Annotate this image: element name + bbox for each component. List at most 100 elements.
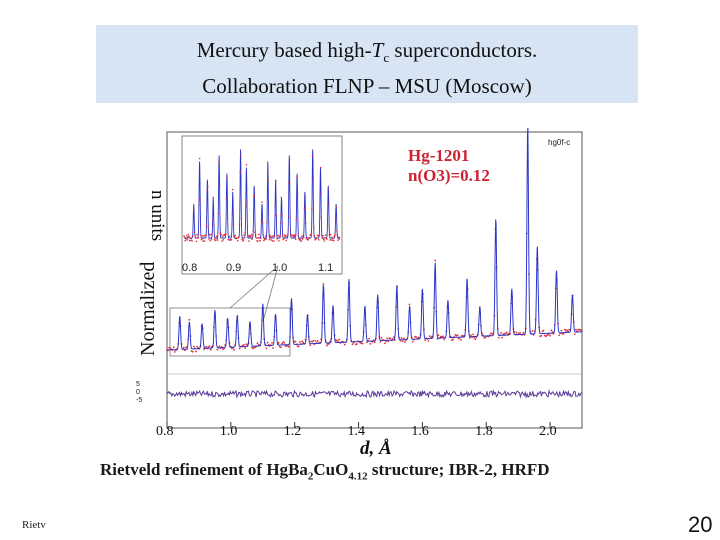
inset-observed-point <box>281 234 284 236</box>
observed-point <box>379 340 382 343</box>
diff-tick: -5 <box>136 397 142 404</box>
observed-point <box>392 336 395 338</box>
inset-observed-point <box>195 240 198 243</box>
observed-point <box>484 336 487 339</box>
inset-observed-point <box>324 237 326 239</box>
inset-observed-point <box>245 164 248 166</box>
inset-observed-point <box>194 234 196 237</box>
observed-point <box>460 339 462 341</box>
plot-frame <box>166 131 583 429</box>
observed-point <box>411 340 414 343</box>
inset-observed-point <box>328 234 331 236</box>
inset-observed-point <box>275 214 278 217</box>
inset-observed-point <box>236 239 239 242</box>
inset-observed-point <box>276 237 279 239</box>
observed-point <box>191 350 194 353</box>
observed-point <box>271 342 273 344</box>
inset-observed-point <box>329 233 332 236</box>
title-box: Mercury based high-Tc superconductors. C… <box>96 25 638 103</box>
page-number: 20 <box>688 512 713 537</box>
inset-observed-point <box>269 236 272 238</box>
observed-point <box>515 331 518 334</box>
inset-tick: 0.8 <box>182 262 197 274</box>
inset-observed-point <box>246 236 249 239</box>
observed-point <box>196 345 199 348</box>
inset-observed-point <box>271 240 274 242</box>
inset-observed-point <box>296 176 298 178</box>
inset-observed-point <box>238 223 241 225</box>
observed-point <box>369 343 372 345</box>
inset-observed-point <box>215 235 218 238</box>
inset-observed-point <box>261 221 264 224</box>
inset-observed-point <box>219 232 221 234</box>
observed-point <box>294 340 297 343</box>
observed-point <box>301 340 304 343</box>
observed-point <box>283 341 286 344</box>
inset-observed-point <box>197 237 200 239</box>
inset-observed-point <box>189 237 191 239</box>
inset-observed-point <box>279 222 282 224</box>
inset-observed-point <box>313 226 315 229</box>
inset-observed-point <box>187 233 190 236</box>
x-tick-label: 1.2 <box>284 424 302 438</box>
x-tick-label: 1.6 <box>411 424 429 438</box>
observed-point <box>563 328 566 331</box>
inset-observed-point <box>222 239 225 241</box>
inset-observed-point <box>208 233 211 236</box>
inset-observed-point <box>230 238 233 241</box>
observed-point <box>337 340 339 343</box>
observed-point <box>404 341 406 343</box>
inset-observed-point <box>256 240 259 243</box>
inset-observed-point <box>318 234 321 236</box>
inset-observed-point <box>195 237 197 239</box>
inset-observed-point <box>218 184 221 187</box>
inset-observed-point <box>228 238 230 241</box>
observed-point <box>184 349 186 352</box>
inset-observed-point <box>191 240 193 242</box>
observed-point <box>266 341 269 344</box>
observed-point <box>272 347 274 349</box>
inset-observed-point <box>308 237 311 239</box>
observed-point <box>238 347 241 350</box>
inset-tick: 1.1 <box>318 262 333 274</box>
inset-tick: 0.9 <box>226 262 241 274</box>
title-text: Mercury based high- <box>196 38 372 62</box>
inset-observed-point <box>268 229 270 232</box>
observed-point <box>474 338 477 341</box>
inset-observed-point <box>186 239 188 241</box>
observed-point <box>265 347 268 350</box>
observed-point <box>522 331 525 334</box>
observed-point <box>452 338 454 341</box>
observed-point <box>468 336 471 339</box>
inset-observed-point <box>336 233 339 236</box>
x-tick-label: 0.8 <box>156 424 174 438</box>
inset-observed-point <box>273 240 275 242</box>
inset-observed-point <box>254 231 256 234</box>
inset-observed-point <box>300 240 303 243</box>
inset-observed-point <box>210 238 213 240</box>
inset-observed-point <box>199 199 201 201</box>
observed-point <box>540 334 543 337</box>
observed-point <box>427 340 430 342</box>
inset-observed-point <box>288 181 290 184</box>
inset-observed-point <box>271 235 273 238</box>
inset-observed-point <box>287 228 289 231</box>
inset-observed-point <box>301 238 304 240</box>
observed-point <box>505 331 508 334</box>
inset-observed-point <box>184 239 186 242</box>
inset-observed-point <box>322 235 324 237</box>
inset-observed-point <box>210 234 212 236</box>
zoom-arrow <box>263 265 279 319</box>
observed-point <box>205 345 207 348</box>
inset-observed-point <box>228 235 231 238</box>
inset-observed-point <box>214 237 216 239</box>
difference-curve <box>166 389 583 399</box>
observed-point <box>302 341 305 344</box>
inset-observed-point <box>206 185 209 188</box>
inset-observed-point <box>274 179 277 182</box>
title-text-end: superconductors. <box>389 38 538 62</box>
inset-observed-point <box>332 237 334 240</box>
observed-point <box>352 342 355 344</box>
inset-observed-point <box>245 205 247 208</box>
inset-observed-point <box>211 232 213 235</box>
